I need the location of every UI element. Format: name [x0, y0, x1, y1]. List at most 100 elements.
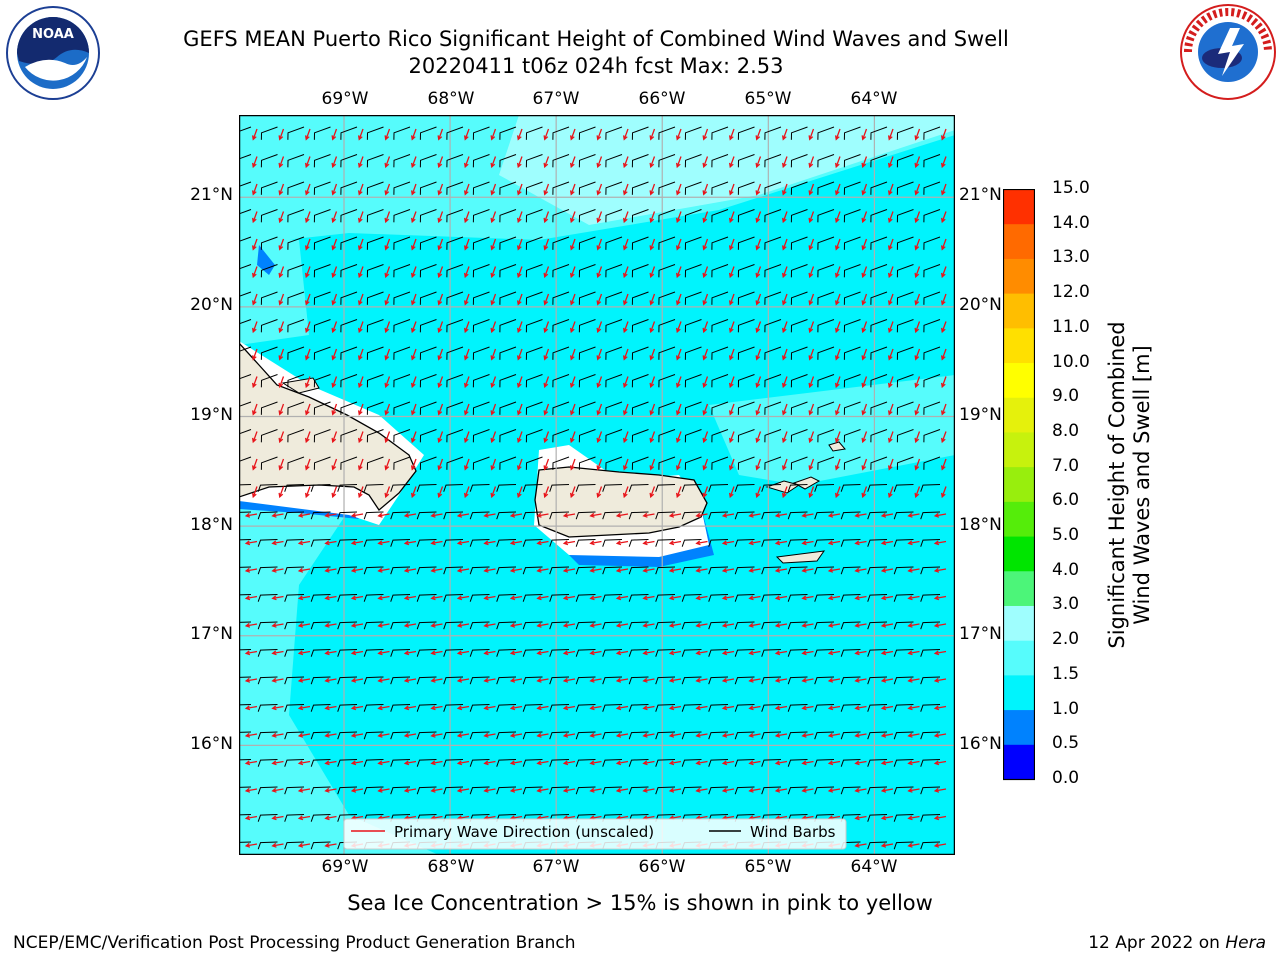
wave-arrow	[808, 348, 815, 361]
wave-arrow	[536, 567, 549, 573]
wave-arrow	[278, 486, 285, 499]
wind-barb	[284, 649, 305, 657]
wave-arrow	[596, 156, 603, 169]
wind-barb	[843, 346, 861, 360]
wave-arrow	[536, 595, 549, 601]
wind-barb	[257, 539, 278, 547]
wind-barb	[867, 484, 888, 492]
wind-barb	[764, 209, 782, 223]
wind-barb	[708, 759, 729, 767]
wave-arrow	[861, 458, 868, 471]
wind-barb	[896, 181, 914, 195]
wave-arrow	[437, 183, 444, 196]
wind-barb	[340, 209, 358, 223]
wind-barb	[814, 704, 835, 712]
wind-barb	[260, 346, 278, 360]
wave-arrow	[695, 540, 708, 546]
wind-barb	[737, 291, 755, 305]
wave-arrow	[834, 238, 841, 251]
wind-barb	[790, 154, 808, 168]
wind-barb	[923, 181, 941, 195]
wind-barb	[390, 484, 411, 492]
wind-barb	[390, 759, 411, 767]
wave-arrow	[304, 293, 311, 306]
wave-arrow	[702, 128, 709, 141]
wind-barb	[893, 786, 914, 795]
wave-arrow	[907, 760, 920, 766]
wave-arrow	[748, 760, 761, 766]
wave-arrow	[430, 677, 443, 683]
wind-barb	[522, 594, 543, 602]
wind-barb	[787, 676, 808, 685]
wave-arrow	[622, 293, 629, 306]
wind-barb	[655, 759, 676, 767]
wave-arrow	[675, 403, 682, 416]
wind-barb	[578, 236, 596, 250]
wind-barb	[923, 319, 941, 333]
hispaniola-landmass	[239, 342, 417, 511]
wave-arrow	[403, 512, 417, 518]
wind-barb	[239, 346, 252, 352]
wave-arrow	[324, 677, 337, 683]
colorbar-band	[1003, 744, 1035, 780]
wind-barb	[787, 759, 808, 767]
wave-arrow	[437, 403, 444, 416]
wind-barb	[628, 649, 649, 657]
wind-barb	[658, 319, 676, 333]
wave-arrow	[244, 595, 258, 601]
wave-arrow	[649, 128, 656, 141]
wind-barb	[549, 594, 570, 602]
wind-barb	[549, 621, 570, 630]
wind-barb	[681, 511, 702, 520]
wave-arrow	[880, 540, 894, 546]
wave-arrow	[324, 787, 337, 793]
wave-arrow	[251, 211, 258, 224]
wind-barb	[390, 594, 411, 602]
wind-barb	[575, 511, 596, 520]
wind-barb	[390, 566, 411, 575]
wind-barb	[443, 484, 464, 492]
wind-barb	[549, 676, 570, 685]
wave-arrow	[914, 431, 921, 444]
legend-barb-label: Wind Barbs	[750, 823, 836, 841]
sea-ice-note: Sea Ice Concentration > 15% is shown in …	[347, 891, 933, 915]
wave-arrow	[596, 403, 603, 416]
wind-barb	[499, 154, 517, 168]
wind-barb	[867, 814, 888, 822]
wind-barb	[469, 484, 490, 492]
wave-arrow	[384, 156, 391, 169]
colorbar-tick-label: 15.0	[1052, 178, 1090, 198]
wave-arrow	[702, 458, 709, 471]
wave-arrow	[278, 431, 285, 444]
wave-arrow	[808, 211, 815, 224]
wind-barb	[761, 731, 782, 740]
wind-barb	[472, 154, 490, 168]
wave-arrow	[569, 348, 576, 361]
wave-arrow	[615, 732, 629, 738]
wave-arrow	[377, 650, 390, 656]
wind-barb	[840, 566, 861, 575]
wind-barb	[843, 126, 861, 140]
wave-arrow	[516, 321, 523, 334]
wind-barb	[257, 759, 278, 767]
wave-arrow	[808, 486, 815, 499]
wave-arrow	[384, 211, 391, 224]
wave-arrow	[430, 540, 443, 546]
wind-barb	[446, 374, 464, 388]
wave-arrow	[463, 348, 470, 361]
wave-arrow	[324, 540, 337, 546]
wind-barb	[658, 126, 676, 140]
wave-arrow	[755, 266, 762, 279]
wave-arrow	[384, 238, 391, 251]
wave-arrow	[403, 787, 417, 793]
wind-barb	[631, 374, 649, 388]
wind-barb	[708, 649, 729, 657]
wave-arrow	[834, 183, 841, 196]
wind-barb	[469, 704, 490, 712]
wind-barb	[239, 649, 252, 651]
wave-arrow	[350, 732, 364, 738]
wind-barb	[575, 484, 596, 492]
wind-barb	[239, 594, 252, 596]
wave-arrow	[483, 512, 496, 518]
colorbar-band	[1003, 293, 1035, 329]
